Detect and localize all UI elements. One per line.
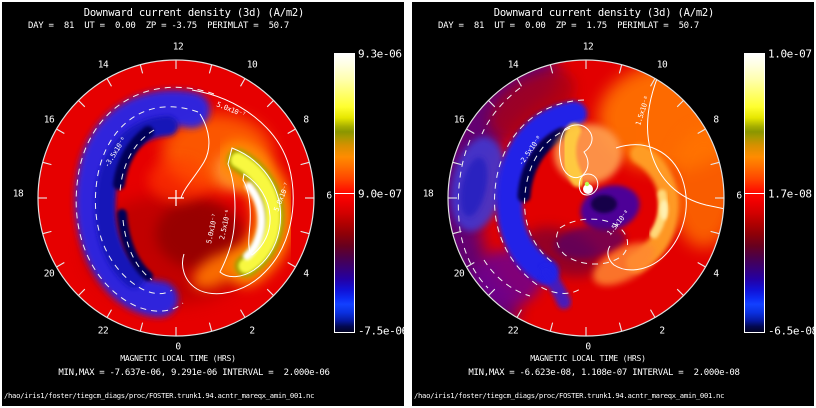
colorbar-min-label: -6.5e-08 <box>768 324 816 338</box>
colorbar-max-label: 1.0e-07 <box>768 47 812 61</box>
angular-axis-label: MAGNETIC LOCAL TIME (HRS) <box>530 354 646 363</box>
colorbar-min-label: -7.5e-06 <box>358 324 408 338</box>
mlt-label-6: 6 <box>326 190 332 202</box>
mlt-label-14: 14 <box>97 59 109 71</box>
mlt-label-18: 18 <box>422 188 434 200</box>
run-parameters-line: DAY = 81 UT = 0.00 ZP = -3.75 PERIMLAT =… <box>28 21 290 31</box>
mlt-label-22: 22 <box>97 325 109 337</box>
mlt-label-8: 8 <box>713 114 719 126</box>
mlt-label-14: 14 <box>507 59 519 71</box>
mlt-label-4: 4 <box>713 268 719 280</box>
negative-crescent-region <box>75 90 210 317</box>
mlt-label-16: 16 <box>453 114 465 126</box>
mlt-label-12: 12 <box>582 41 594 53</box>
minmax-interval-line: MIN,MAX = -6.623e-08, 1.108e-07 INTERVAL… <box>468 368 740 378</box>
mlt-label-22: 22 <box>507 325 519 337</box>
contour-lines <box>457 61 724 297</box>
plot-title: Downward current density (3d) (A/m2) <box>493 7 715 19</box>
negative-crescent-region <box>496 101 587 285</box>
colorbar-max-label: 9.3e-06 <box>358 47 402 61</box>
colorbar-mid-label: 1.7e-08 <box>768 187 812 201</box>
polar-contour-plot: 5.0x10⁻⁷ 5.0x10⁻⁷ 5.0x10⁻⁷ 2.5x10⁻⁶ -3.5… <box>37 59 315 337</box>
panel-zp-plus-1-75: Downward current density (3d) (A/m2) DAY… <box>412 2 816 406</box>
colorbar-mid-tick <box>745 193 764 194</box>
source-file-path: /hao/iris1/foster/tiegcm_diags/proc/FOST… <box>414 391 725 400</box>
colorbar <box>334 53 355 333</box>
minmax-interval-line: MIN,MAX = -7.637e-06, 9.291e-06 INTERVAL… <box>58 368 330 378</box>
mlt-label-12: 12 <box>172 41 184 53</box>
mlt-label-0: 0 <box>585 341 591 353</box>
panel-zp-minus-3-75: Downward current density (3d) (A/m2) DAY… <box>2 2 408 406</box>
mlt-label-18: 18 <box>12 188 24 200</box>
colorbar <box>744 53 765 333</box>
mlt-label-0: 0 <box>175 341 181 353</box>
contour-lines <box>75 86 294 312</box>
mlt-label-2: 2 <box>249 325 255 337</box>
mlt-label-2: 2 <box>659 325 665 337</box>
pole-cross-marker <box>168 190 184 206</box>
run-parameters-line: DAY = 81 UT = 0.00 ZP = 1.75 PERIMLAT = … <box>438 21 700 31</box>
mlt-label-10: 10 <box>246 59 258 71</box>
mlt-label-20: 20 <box>453 268 465 280</box>
mlt-label-4: 4 <box>303 268 309 280</box>
hour-tick-marks <box>448 60 724 336</box>
colorbar-mid-label: 9.0e-07 <box>358 187 402 201</box>
mlt-label-16: 16 <box>43 114 55 126</box>
mlt-label-8: 8 <box>303 114 309 126</box>
polar-max-spot <box>583 184 593 194</box>
mlt-label-20: 20 <box>43 268 55 280</box>
hour-tick-marks <box>38 60 314 336</box>
mlt-label-6: 6 <box>736 190 742 202</box>
mlt-label-10: 10 <box>656 59 668 71</box>
source-file-path: /hao/iris1/foster/tiegcm_diags/proc/FOST… <box>4 391 315 400</box>
polar-contour-plot: 1.5x10⁻⁸ 1.5x10⁻⁸ -2.5x10⁻⁸ <box>447 59 725 337</box>
angular-axis-label: MAGNETIC LOCAL TIME (HRS) <box>120 354 236 363</box>
colorbar-mid-tick <box>335 193 354 194</box>
plot-title: Downward current density (3d) (A/m2) <box>83 7 305 19</box>
